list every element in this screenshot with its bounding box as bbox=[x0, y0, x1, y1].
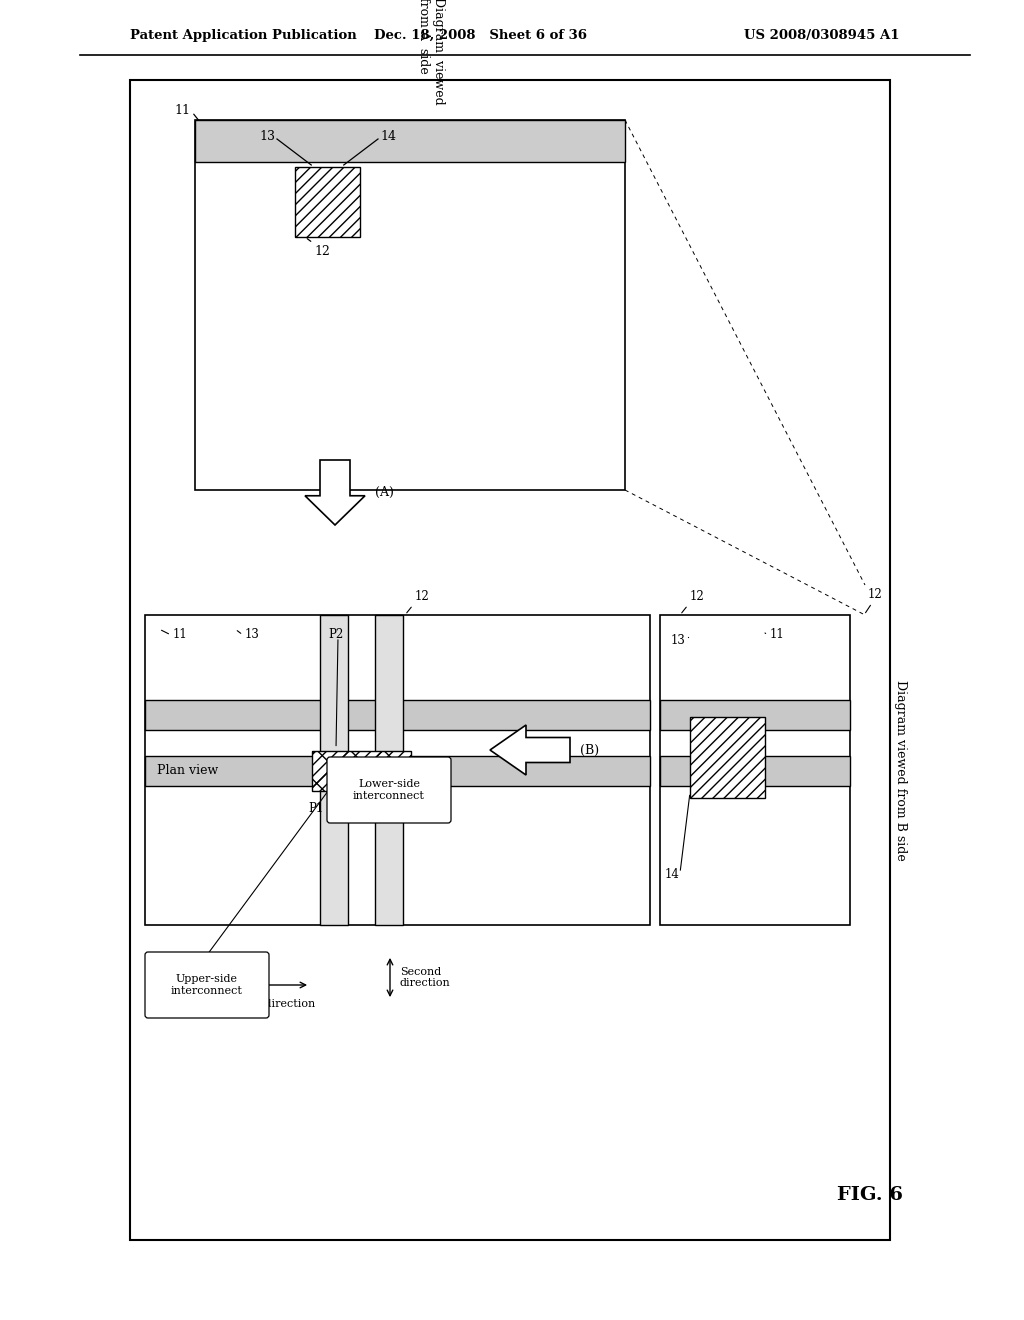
Bar bbox=[312, 751, 411, 791]
Bar bbox=[295, 168, 360, 238]
Text: 11: 11 bbox=[173, 628, 187, 642]
Text: First direction: First direction bbox=[234, 999, 315, 1008]
Bar bbox=[195, 120, 625, 162]
Bar bbox=[145, 755, 650, 785]
Text: Second
direction: Second direction bbox=[400, 966, 451, 989]
Text: Diagram viewed from B side: Diagram viewed from B side bbox=[894, 680, 906, 861]
Text: Plan view: Plan view bbox=[157, 763, 218, 776]
Text: 13: 13 bbox=[245, 628, 260, 642]
Text: (A): (A) bbox=[375, 486, 394, 499]
Text: P1: P1 bbox=[308, 803, 324, 816]
Text: 14: 14 bbox=[380, 131, 396, 144]
Text: 14(P3,P4): 14(P3,P4) bbox=[380, 803, 438, 816]
Text: 11: 11 bbox=[174, 103, 190, 116]
Text: 12: 12 bbox=[690, 590, 705, 603]
Text: 12: 12 bbox=[314, 246, 331, 257]
Text: US 2008/0308945 A1: US 2008/0308945 A1 bbox=[744, 29, 900, 41]
Text: 12: 12 bbox=[415, 590, 430, 603]
Bar bbox=[145, 700, 650, 730]
Bar bbox=[130, 81, 890, 1239]
Text: Lower-side
interconnect: Lower-side interconnect bbox=[353, 779, 425, 801]
Text: 14: 14 bbox=[665, 869, 680, 882]
Text: Patent Application Publication: Patent Application Publication bbox=[130, 29, 356, 41]
Bar bbox=[195, 120, 625, 490]
Polygon shape bbox=[490, 725, 570, 775]
Text: 13: 13 bbox=[259, 131, 275, 144]
Bar bbox=[375, 615, 403, 925]
Polygon shape bbox=[305, 459, 365, 525]
Bar bbox=[660, 755, 850, 785]
FancyBboxPatch shape bbox=[327, 756, 451, 822]
Bar bbox=[660, 615, 850, 925]
Text: Dec. 18, 2008   Sheet 6 of 36: Dec. 18, 2008 Sheet 6 of 36 bbox=[374, 29, 587, 41]
Bar bbox=[690, 717, 765, 797]
Bar bbox=[319, 615, 348, 925]
Bar bbox=[145, 615, 650, 925]
Text: Diagram  viewed
from A  side: Diagram viewed from A side bbox=[418, 0, 445, 106]
Text: (B): (B) bbox=[580, 743, 599, 756]
Text: P2: P2 bbox=[328, 628, 343, 642]
Text: 11: 11 bbox=[770, 628, 784, 642]
Bar bbox=[312, 751, 411, 791]
Text: 13: 13 bbox=[670, 634, 685, 647]
Text: Upper-side
interconnect: Upper-side interconnect bbox=[171, 974, 243, 995]
FancyBboxPatch shape bbox=[145, 952, 269, 1018]
Bar bbox=[660, 700, 850, 730]
Text: 12: 12 bbox=[868, 587, 883, 601]
Text: FIG. 6: FIG. 6 bbox=[837, 1185, 903, 1204]
